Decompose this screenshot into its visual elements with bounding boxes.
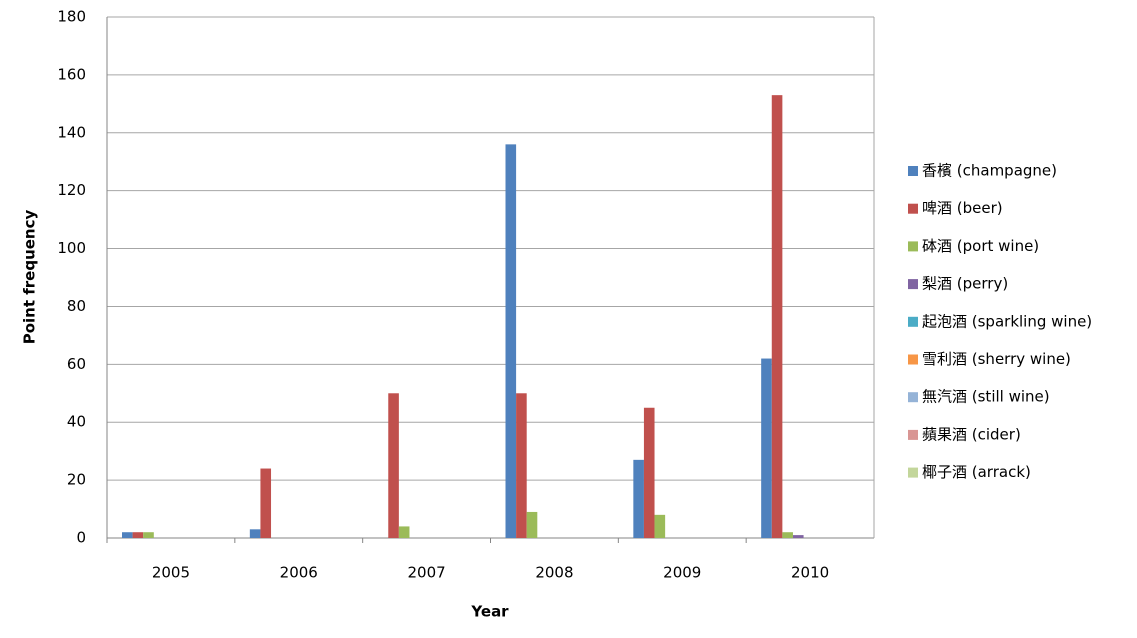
- legend-label: 啤酒 (beer): [922, 199, 1003, 217]
- bar: [771, 95, 783, 539]
- bar: [260, 468, 272, 538]
- legend-label: 椰子酒 (arrack): [922, 463, 1031, 481]
- x-tick-label: 2008: [535, 564, 573, 582]
- y-tick-label: 100: [57, 239, 86, 257]
- legend-swatch: [908, 392, 918, 403]
- y-tick-label: 40: [67, 413, 86, 431]
- legend-swatch: [908, 279, 918, 290]
- bar: [761, 358, 772, 538]
- bar: [249, 529, 261, 538]
- legend-swatch: [908, 241, 918, 252]
- legend-label: 無汽酒 (still wine): [922, 388, 1050, 406]
- legend-swatch: [908, 354, 918, 365]
- bar: [132, 532, 144, 538]
- y-tick-label: 180: [57, 8, 86, 26]
- legend-swatch: [908, 467, 918, 478]
- y-axis-title: Point frequency: [21, 210, 39, 345]
- y-tick-label: 160: [57, 65, 86, 83]
- y-tick-label: 80: [67, 297, 86, 315]
- x-axis-title: Year: [470, 603, 509, 621]
- bar: [792, 535, 804, 538]
- legend-swatch: [908, 316, 918, 327]
- legend-swatch: [908, 203, 918, 214]
- y-tick-label: 20: [67, 471, 86, 489]
- legend-label: 香檳 (champagne): [922, 162, 1057, 180]
- bar: [388, 393, 399, 538]
- legend-swatch: [908, 166, 918, 176]
- y-tick-label: 0: [76, 529, 86, 547]
- legend-label: 梨酒 (perry): [922, 275, 1008, 293]
- legend-label: 砵酒 (port wine): [922, 237, 1039, 255]
- x-tick-label: 2010: [791, 564, 829, 582]
- legend-label: 雪利酒 (sherry wine): [922, 350, 1071, 368]
- legend-label: 蘋果酒 (cider): [922, 425, 1021, 443]
- bar: [398, 526, 410, 538]
- x-tick-label: 2006: [280, 564, 318, 582]
- bar: [505, 144, 517, 538]
- legend-label: 起泡酒 (sparkling wine): [922, 312, 1092, 330]
- bar: [516, 393, 527, 538]
- bar: [122, 532, 133, 538]
- x-tick-label: 2005: [152, 564, 190, 582]
- y-tick-label: 140: [57, 123, 86, 141]
- bar: [526, 511, 538, 538]
- x-tick-label: 2007: [407, 564, 445, 582]
- bar: [654, 514, 666, 538]
- bar: [143, 532, 154, 538]
- legend-swatch: [908, 429, 918, 440]
- bar: [782, 532, 793, 538]
- bar: [643, 407, 655, 538]
- y-tick-label: 60: [67, 355, 86, 373]
- bar: [633, 459, 644, 538]
- y-tick-label: 120: [57, 181, 86, 199]
- x-tick-label: 2009: [663, 564, 701, 582]
